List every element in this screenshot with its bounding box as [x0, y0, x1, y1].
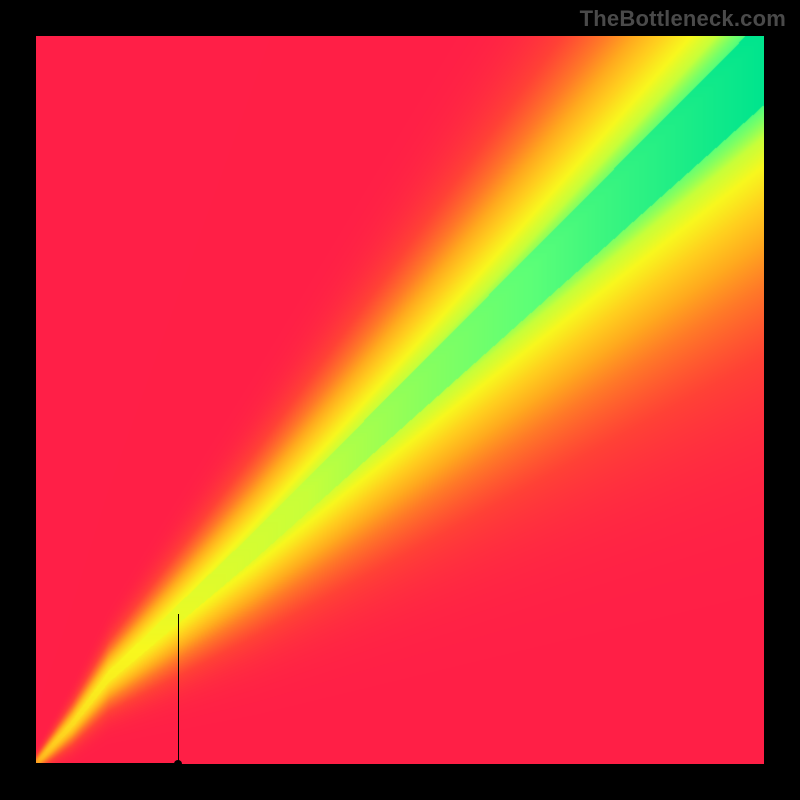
heatmap-plot: [36, 36, 764, 764]
watermark-text: TheBottleneck.com: [580, 6, 786, 32]
heatmap-canvas: [36, 36, 764, 764]
